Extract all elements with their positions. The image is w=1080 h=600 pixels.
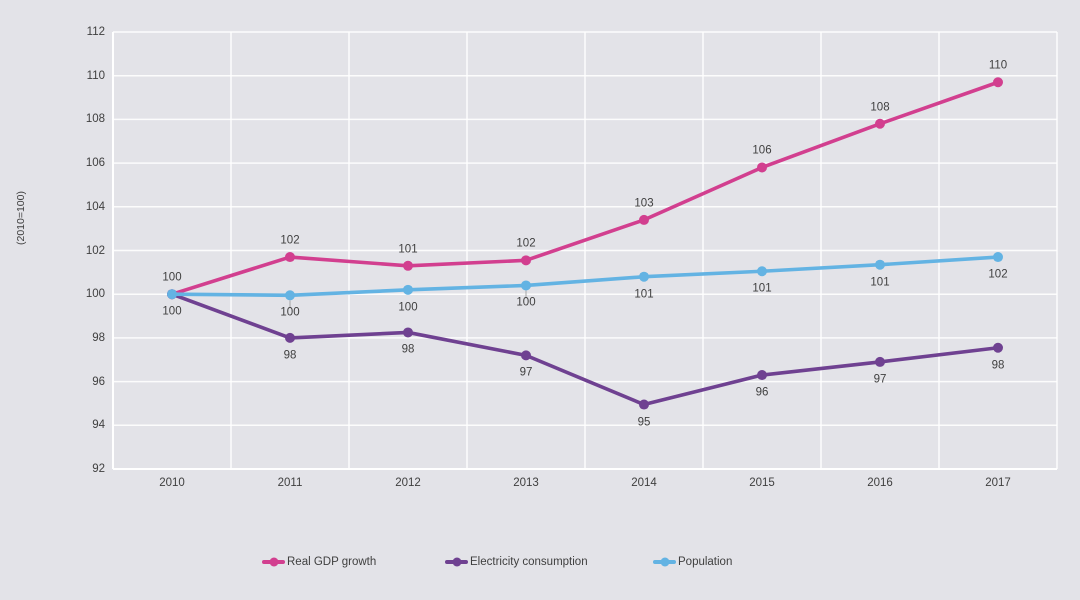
data-point-1-2016 (875, 356, 885, 367)
data-point-0-2013 (521, 255, 531, 266)
data-label: 101 (870, 276, 890, 289)
data-label: 110 (988, 59, 1008, 72)
x-tick-label: 2013 (513, 477, 539, 489)
data-label: 100 (398, 301, 418, 314)
data-point-2-2014 (639, 271, 649, 282)
x-tick-label: 2012 (395, 477, 421, 489)
y-tick-label: 96 (92, 375, 105, 388)
y-tick-label: 110 (86, 69, 105, 82)
data-label: 100 (280, 306, 300, 319)
series-line-0 (171, 80, 999, 296)
legend-item-population: Population (653, 555, 732, 569)
data-label: 97 (519, 366, 533, 379)
data-label: 98 (401, 343, 415, 356)
data-label: 98 (283, 349, 297, 362)
x-tick-label: 2014 (631, 477, 657, 489)
legend-label: Real GDP growth (287, 556, 377, 568)
data-label: 100 (162, 271, 182, 284)
data-label: 97 (873, 373, 887, 386)
data-point-2-2011 (285, 290, 295, 301)
x-tick-label: 2017 (985, 477, 1011, 489)
data-label: 101 (634, 288, 654, 301)
data-point-2-2017 (993, 252, 1003, 263)
data-point-1-2011 (285, 332, 295, 343)
y-tick-label: 94 (92, 419, 105, 432)
series-line-2 (171, 255, 999, 298)
data-point-2-2010 (167, 289, 177, 300)
data-label: 102 (280, 234, 300, 247)
data-point-1-2013 (521, 350, 531, 361)
data-point-2-2016 (875, 259, 885, 270)
data-label: 106 (752, 144, 772, 157)
data-label: 100 (516, 296, 536, 309)
data-point-0-2015 (757, 162, 767, 173)
y-tick-label: 102 (85, 244, 105, 257)
data-label: 100 (162, 305, 182, 318)
legend-marker-dot-icon (269, 557, 278, 567)
data-label: 101 (752, 282, 772, 295)
data-label: 102 (988, 268, 1008, 281)
legend-marker-line-icon (445, 557, 468, 567)
data-point-0-2012 (403, 260, 413, 271)
legend-item-real-gdp-growth: Real GDP growth (262, 555, 376, 569)
data-label: 101 (398, 243, 418, 256)
data-point-1-2012 (403, 327, 413, 338)
data-label: 95 (637, 416, 651, 429)
y-tick-label: 106 (85, 157, 105, 170)
data-label: 108 (870, 101, 890, 114)
x-tick-label: 2011 (277, 477, 303, 489)
data-label: 98 (991, 359, 1005, 372)
legend-marker-line-icon (262, 557, 285, 567)
y-tick-label: 104 (85, 200, 105, 213)
y-axis-title: (2010=100) (15, 191, 27, 246)
y-tick-label: 100 (85, 288, 105, 301)
legend-item-electricity-consumption: Electricity consumption (445, 555, 588, 569)
data-point-2-2013 (521, 280, 531, 291)
x-tick-label: 2015 (749, 477, 775, 489)
legend-label: Electricity consumption (470, 556, 588, 568)
data-point-2-2015 (757, 266, 767, 277)
data-point-0-2016 (875, 118, 885, 129)
series-line-1 (171, 292, 999, 407)
legend-label: Population (678, 556, 733, 568)
data-point-0-2014 (639, 214, 649, 225)
data-label: 102 (516, 237, 536, 250)
y-tick-label: 92 (92, 463, 105, 475)
data-label: 103 (634, 197, 654, 210)
legend-marker-dot-icon (660, 557, 669, 567)
y-tick-label: 98 (92, 331, 105, 344)
legend-marker-dot-icon (452, 557, 461, 567)
y-tick-label: 112 (86, 26, 105, 38)
y-tick-label: 108 (85, 113, 105, 126)
data-point-0-2017 (993, 77, 1003, 88)
x-tick-label: 2010 (159, 477, 185, 489)
data-point-1-2014 (639, 399, 649, 410)
data-point-2-2012 (403, 284, 413, 295)
data-point-0-2011 (285, 252, 295, 263)
data-point-1-2015 (757, 370, 767, 381)
x-tick-label: 2016 (867, 477, 893, 489)
data-label: 96 (755, 386, 769, 399)
legend-marker-line-icon (653, 557, 676, 567)
data-point-1-2017 (993, 342, 1003, 353)
